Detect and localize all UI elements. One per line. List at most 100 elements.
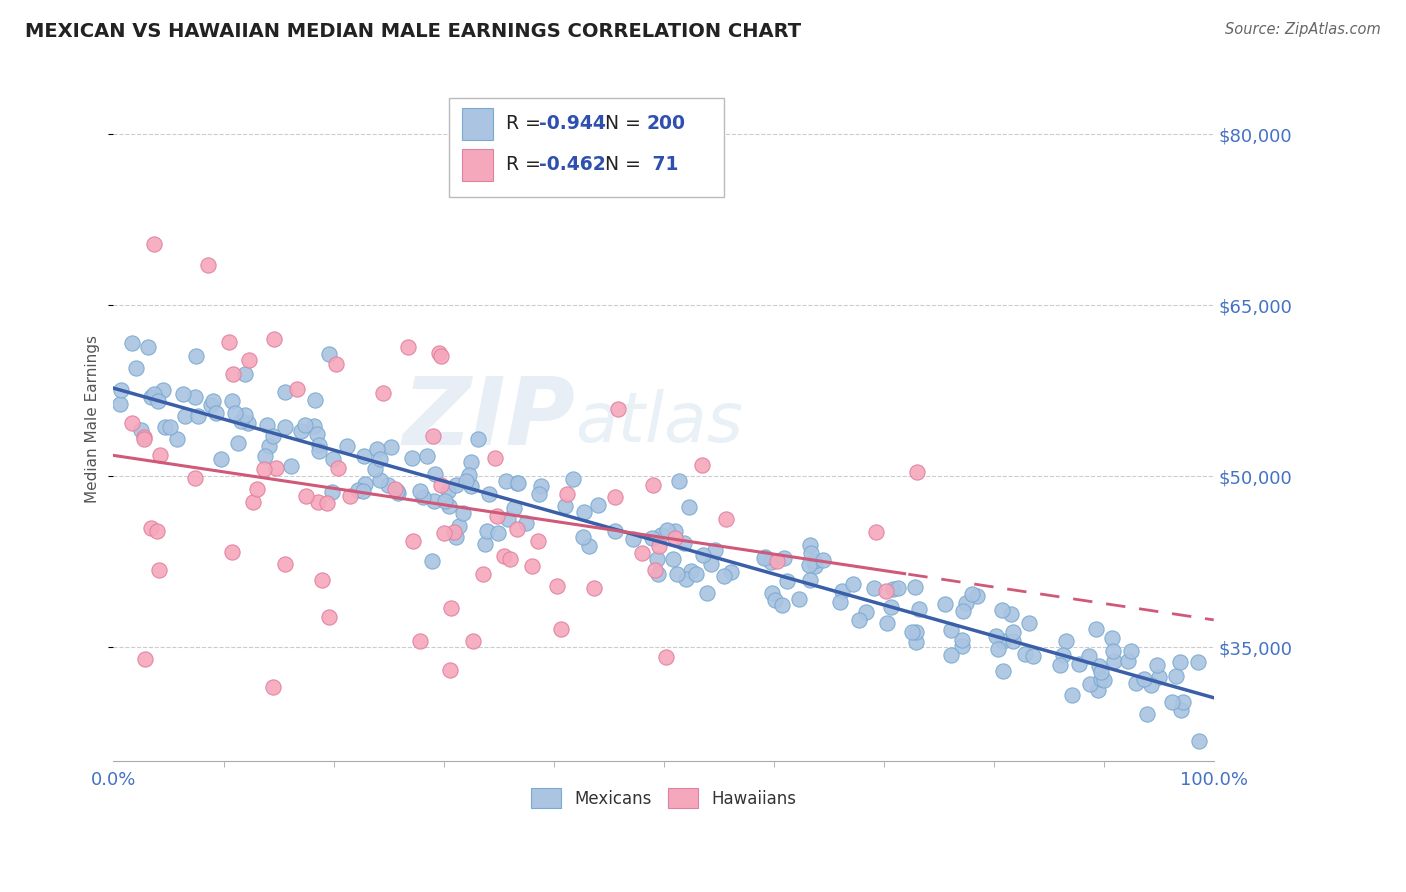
Point — [905, 624, 928, 639]
Point — [290, 424, 312, 438]
Point — [233, 408, 256, 422]
Point — [380, 440, 402, 454]
Point — [692, 548, 714, 562]
Point — [339, 489, 361, 503]
Point — [148, 393, 170, 408]
Point — [955, 596, 977, 610]
Point — [295, 489, 318, 503]
Point — [1164, 669, 1187, 683]
Point — [828, 595, 851, 609]
Point — [467, 432, 489, 446]
Point — [648, 539, 671, 553]
Point — [444, 530, 467, 544]
Point — [224, 406, 246, 420]
Point — [875, 583, 897, 598]
Point — [307, 495, 329, 509]
Point — [429, 345, 451, 359]
Point — [146, 524, 169, 538]
Point — [253, 462, 276, 476]
Point — [679, 564, 702, 578]
Point — [941, 623, 963, 637]
Point — [499, 552, 522, 566]
FancyBboxPatch shape — [463, 149, 494, 181]
Point — [401, 450, 423, 465]
Point — [200, 398, 222, 412]
Point — [221, 545, 243, 559]
Point — [1049, 658, 1071, 673]
Point — [439, 663, 461, 677]
Point — [416, 449, 439, 463]
Point — [453, 506, 475, 520]
Point — [1087, 682, 1109, 697]
Point — [184, 390, 207, 404]
Point — [578, 539, 600, 553]
Point — [991, 603, 1014, 617]
Text: R =: R = — [506, 155, 547, 175]
Text: MEXICAN VS HAWAIIAN MEDIAN MALE EARNINGS CORRELATION CHART: MEXICAN VS HAWAIIAN MEDIAN MALE EARNINGS… — [25, 22, 801, 41]
Point — [582, 582, 605, 596]
Point — [472, 567, 495, 582]
Point — [586, 498, 609, 512]
Point — [668, 474, 690, 488]
Point — [766, 554, 789, 568]
Point — [273, 557, 295, 571]
Point — [630, 546, 652, 560]
Point — [197, 258, 219, 272]
Point — [754, 550, 776, 565]
Point — [502, 500, 524, 515]
Point — [605, 524, 627, 538]
Text: N =: N = — [606, 114, 647, 134]
Point — [904, 580, 927, 594]
Point — [1140, 678, 1163, 692]
Point — [991, 664, 1014, 678]
Point — [1002, 633, 1025, 648]
Point — [752, 550, 775, 565]
Point — [508, 476, 530, 491]
Point — [238, 353, 260, 368]
Point — [934, 597, 956, 611]
Point — [880, 599, 903, 614]
Point — [773, 550, 796, 565]
Point — [554, 499, 576, 513]
Text: N =: N = — [606, 155, 647, 175]
Text: 200: 200 — [645, 114, 685, 134]
Point — [222, 368, 245, 382]
Point — [387, 483, 409, 498]
Point — [143, 237, 166, 252]
Point — [460, 479, 482, 493]
Point — [799, 546, 821, 560]
Point — [720, 565, 742, 579]
Point — [121, 416, 143, 430]
Point — [446, 478, 468, 492]
Text: -0.944: -0.944 — [540, 114, 606, 134]
Point — [110, 383, 132, 397]
Point — [716, 511, 738, 525]
Point — [205, 406, 228, 420]
Point — [302, 419, 325, 434]
Point — [761, 586, 783, 600]
Point — [1149, 670, 1171, 684]
Point — [449, 518, 471, 533]
Point — [699, 557, 721, 571]
Point — [1188, 734, 1211, 748]
Point — [201, 394, 224, 409]
Point — [865, 524, 887, 539]
Point — [143, 387, 166, 401]
Point — [799, 573, 821, 587]
Point — [1125, 676, 1147, 690]
Text: Source: ZipAtlas.com: Source: ZipAtlas.com — [1225, 22, 1381, 37]
Point — [149, 448, 172, 462]
Point — [696, 585, 718, 599]
Point — [396, 340, 419, 354]
Point — [842, 577, 865, 591]
Point — [855, 606, 877, 620]
Point — [685, 567, 707, 582]
Point — [474, 536, 496, 550]
Point — [561, 472, 583, 486]
Point — [1187, 655, 1209, 669]
Point — [641, 532, 664, 546]
Point — [347, 483, 370, 497]
Point — [228, 435, 250, 450]
Point — [650, 528, 672, 542]
Point — [761, 555, 783, 569]
